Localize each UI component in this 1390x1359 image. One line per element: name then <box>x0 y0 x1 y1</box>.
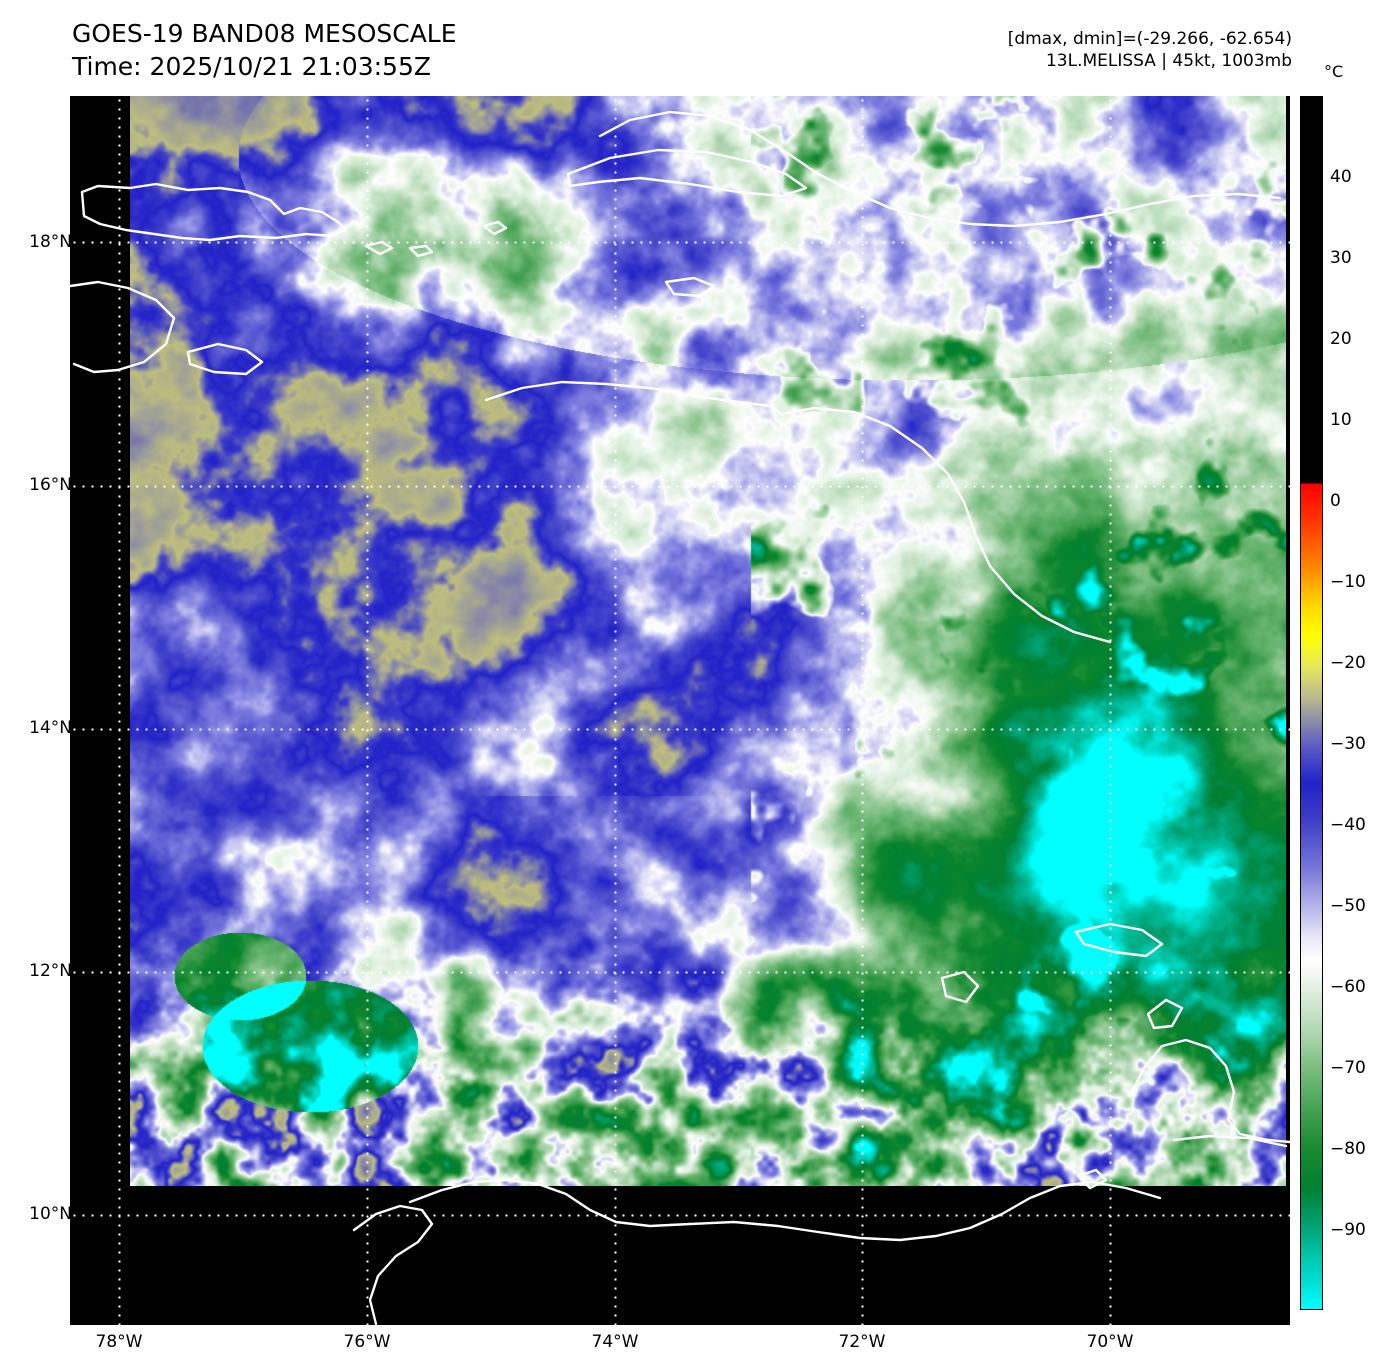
ytick-label-14n: 14°N <box>29 718 72 738</box>
gridline-lon-78 <box>118 96 121 1325</box>
ytick-label-12n: 12°N <box>29 961 72 981</box>
product-title: GOES-19 BAND08 MESOSCALE <box>72 19 457 48</box>
gridline-lat-12 <box>70 971 1290 974</box>
colorbar-tick-m10: −10 <box>1330 572 1366 592</box>
data-minmax-label: [dmax, dmin]=(-29.266, -62.654) <box>1007 29 1292 49</box>
colorbar-tick-20: 20 <box>1330 329 1352 349</box>
gridline-lon-72 <box>861 96 864 1325</box>
gridline-lat-10 <box>70 1214 1290 1217</box>
colorbar-tick-m30: −30 <box>1330 734 1366 754</box>
timestamp-label: Time: 2025/10/21 21:03:55Z <box>72 51 431 81</box>
gridline-lon-76 <box>366 96 369 1325</box>
coastline-overlay <box>70 110 1290 1325</box>
xtick-label-76w: 76°W <box>343 1332 391 1352</box>
colorbar-tick-m50: −50 <box>1330 896 1366 916</box>
ytick-label-10n: 10°N <box>29 1204 72 1224</box>
cloud-field-canvas <box>130 96 1286 1186</box>
xtick-label-72w: 72°W <box>838 1332 886 1352</box>
colorbar-tick-0: 0 <box>1330 491 1341 511</box>
ytick-label-18n: 18°N <box>29 232 72 252</box>
storm-info-label: 13L.MELISSA | 45kt, 1003mb <box>1045 51 1292 72</box>
gridline-lat-18 <box>70 241 1290 244</box>
colorbar-tick-40: 40 <box>1330 167 1352 187</box>
ytick-label-16n: 16°N <box>29 475 72 495</box>
satellite-data-swath <box>130 96 1286 1186</box>
xtick-label-78w: 78°W <box>95 1332 143 1352</box>
colorbar-tick-m40: −40 <box>1330 815 1366 835</box>
colorbar-unit-label: °C <box>1324 62 1344 81</box>
gridline-lon-74 <box>614 96 617 1325</box>
gridline-lon-70 <box>1109 96 1112 1325</box>
colorbar-tick-m80: −80 <box>1330 1139 1366 1159</box>
satellite-map-plot[interactable]: Copyright © 2020-2025 Dapiya <box>70 96 1290 1325</box>
temperature-colorbar[interactable] <box>1300 96 1323 1310</box>
xtick-label-74w: 74°W <box>591 1332 639 1352</box>
colorbar-tick-10: 10 <box>1330 410 1352 430</box>
colorbar-tick-m70: −70 <box>1330 1058 1366 1078</box>
colorbar-tick-m90: −90 <box>1330 1220 1366 1240</box>
title-block: GOES-19 BAND08 MESOSCALE Time: 2025/10/2… <box>72 18 457 83</box>
gridline-lat-14 <box>70 728 1290 731</box>
xtick-label-70w: 70°W <box>1086 1332 1134 1352</box>
colorbar-tick-m60: −60 <box>1330 977 1366 997</box>
gridline-lat-16 <box>70 485 1290 488</box>
metadata-block: [dmax, dmin]=(-29.266, -62.654) 13L.MELI… <box>1008 28 1292 73</box>
colorbar-tick-30: 30 <box>1330 248 1352 268</box>
colorbar-tick-m20: −20 <box>1330 653 1366 673</box>
